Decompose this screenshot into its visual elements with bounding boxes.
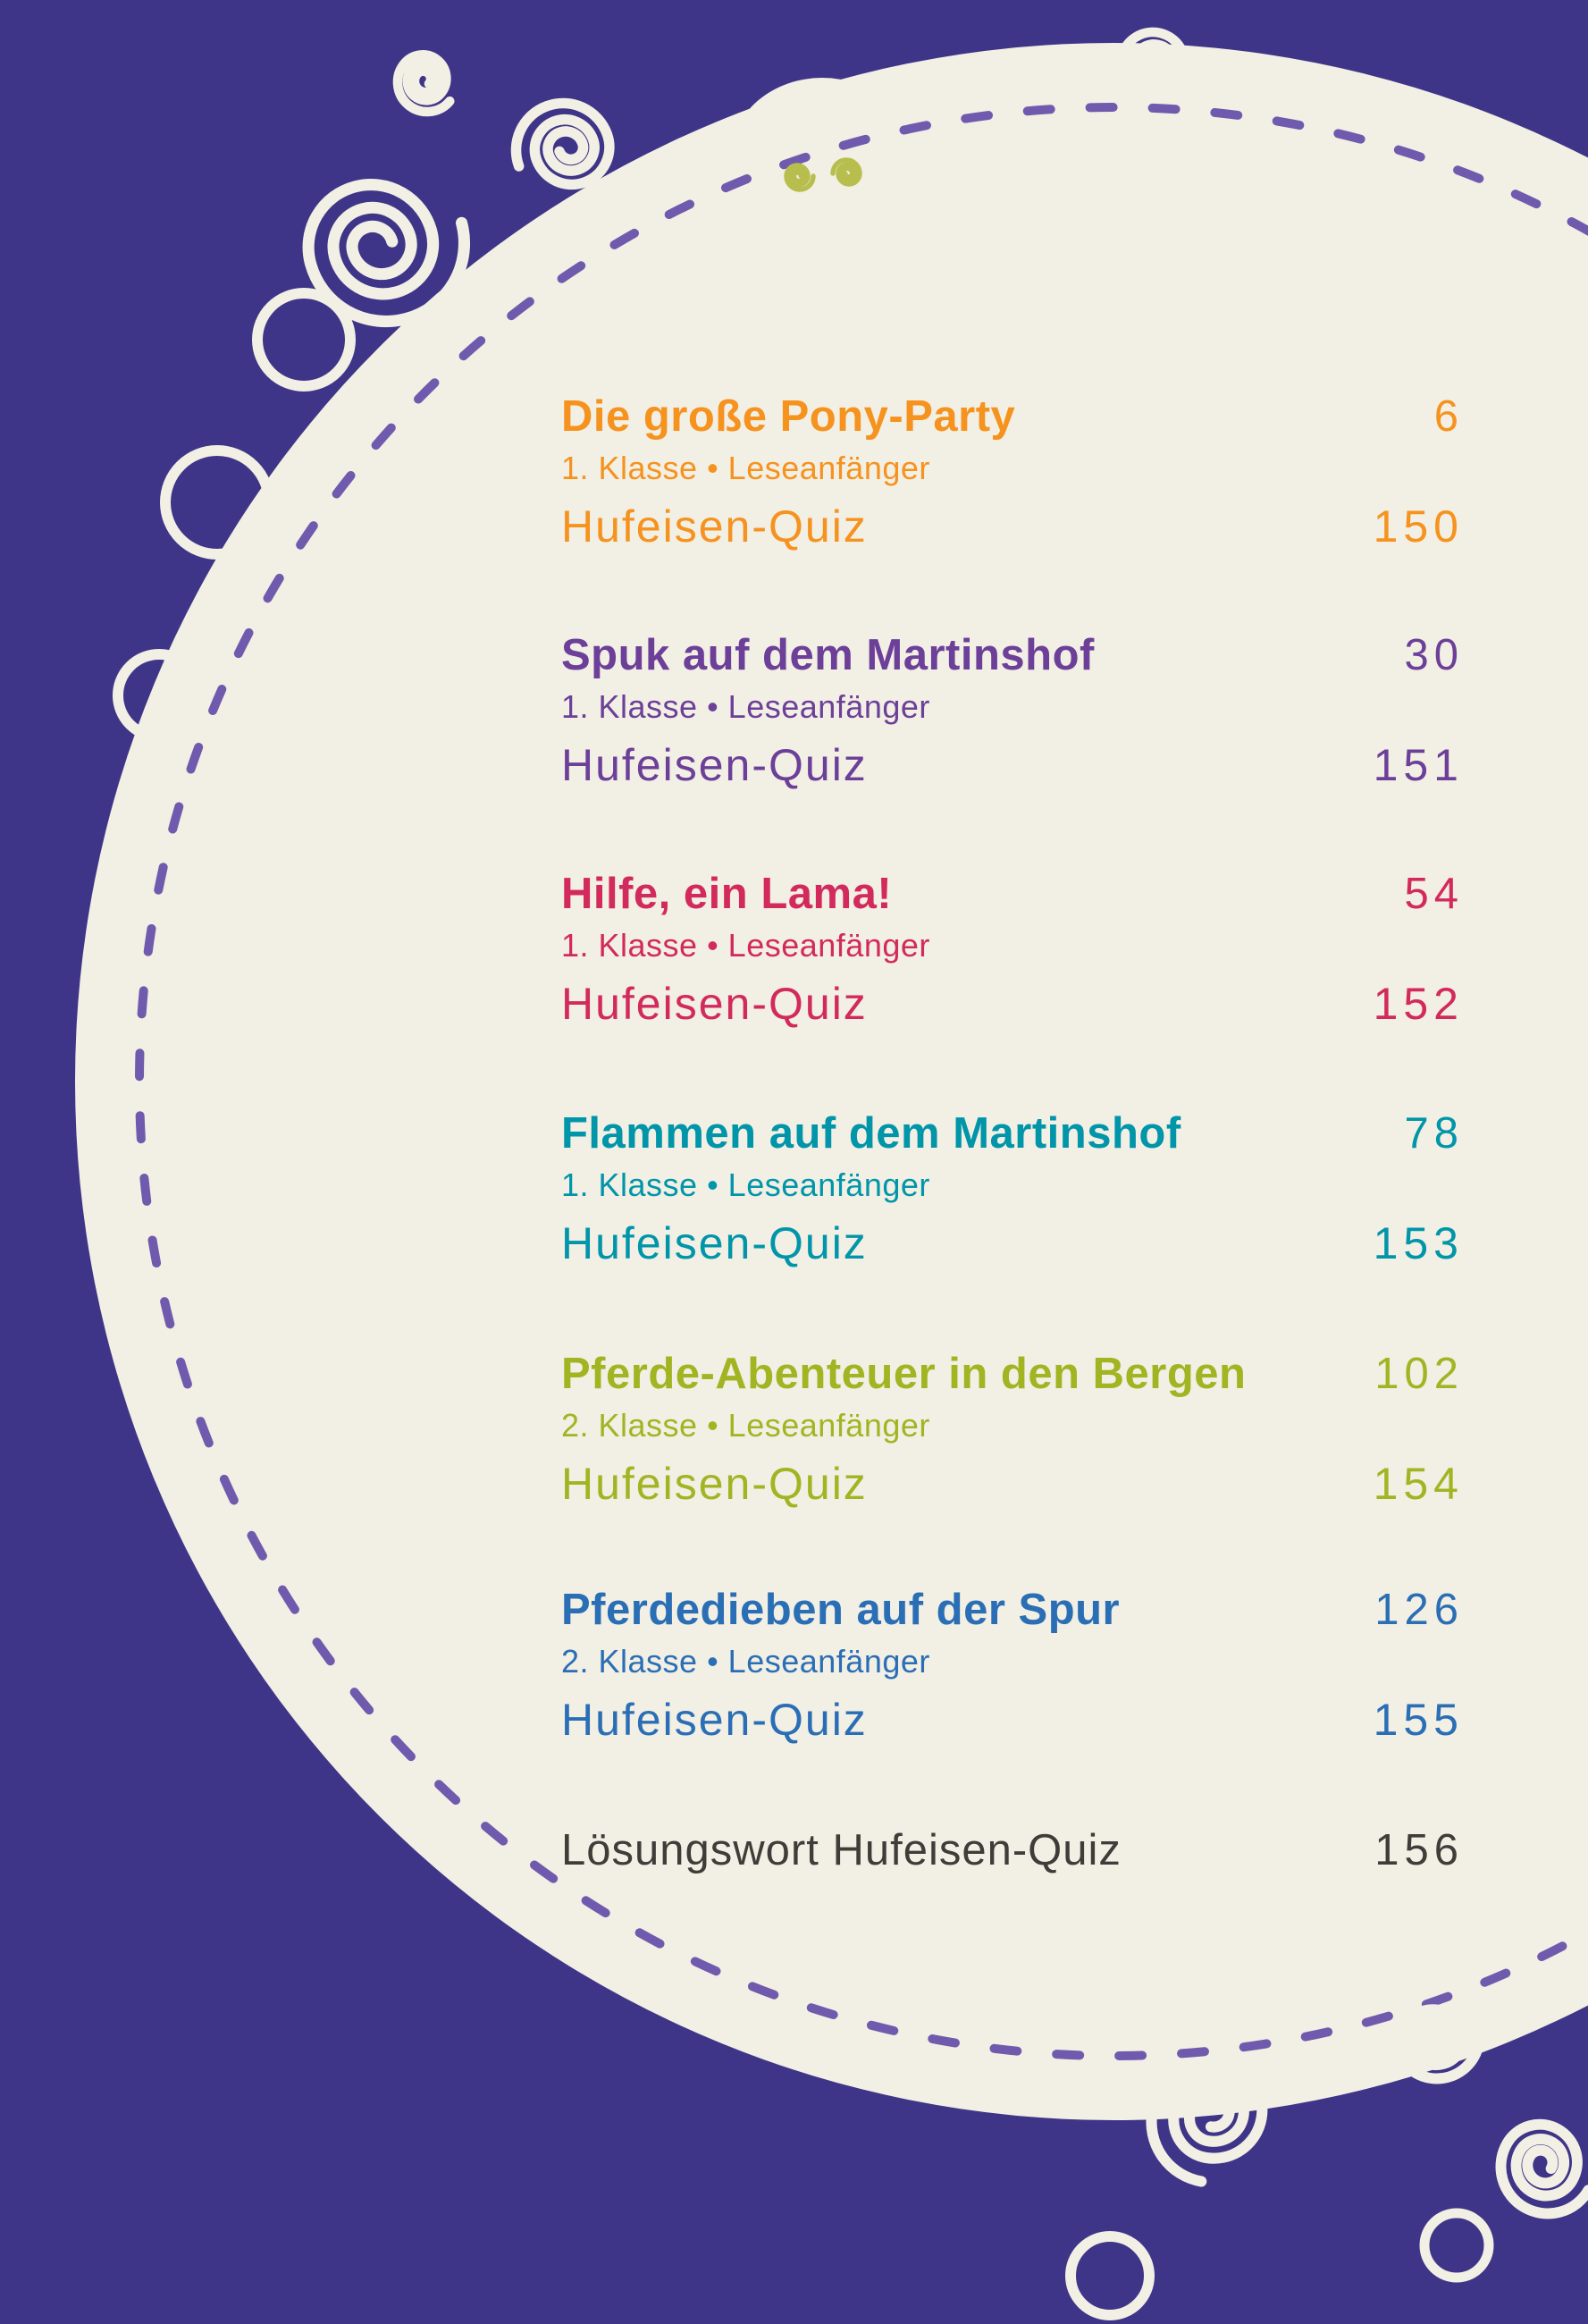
background-circle xyxy=(75,43,1588,2120)
entry-title-row: Spuk auf dem Martinshof 30 xyxy=(561,630,1458,680)
entry-subtitle: 2. Klasse • Leseanfänger xyxy=(561,1407,930,1444)
quiz-label: Hufeisen-Quiz xyxy=(561,1218,868,1268)
footer-label: Lösungswort Hufeisen-Quiz xyxy=(561,1826,1122,1874)
entry-subtitle: 1. Klasse • Leseanfänger xyxy=(561,688,930,725)
quiz-row: Hufeisen-Quiz 155 xyxy=(561,1694,1458,1746)
quiz-page-number: 153 xyxy=(1373,1218,1464,1268)
quiz-row: Hufeisen-Quiz 153 xyxy=(561,1217,1458,1269)
quiz-label: Hufeisen-Quiz xyxy=(561,740,868,790)
entry-title: Die große Pony-Party xyxy=(561,392,1016,441)
entry-page-number: 126 xyxy=(1374,1586,1464,1634)
entry-subtitle: 1. Klasse • Leseanfänger xyxy=(561,450,930,486)
toc-entry: Flammen auf dem Martinshof 78 1. Klasse … xyxy=(561,1108,1458,1269)
quiz-page-number: 150 xyxy=(1373,501,1464,552)
ring-decoration xyxy=(160,445,274,560)
bump-decoration xyxy=(731,78,913,235)
quiz-label: Hufeisen-Quiz xyxy=(561,1695,868,1745)
entry-page-number: 102 xyxy=(1374,1350,1464,1398)
quiz-row: Hufeisen-Quiz 152 xyxy=(561,978,1458,1030)
swirl-decorations xyxy=(113,23,1588,2320)
quiz-row: Hufeisen-Quiz 150 xyxy=(561,501,1458,552)
entry-subtitle: 2. Klasse • Leseanfänger xyxy=(561,1643,930,1680)
quiz-page-number: 154 xyxy=(1373,1459,1464,1509)
toc-entry: Pferde-Abenteuer in den Bergen 102 2. Kl… xyxy=(561,1349,1458,1510)
quiz-page-number: 151 xyxy=(1373,740,1464,790)
entry-page-number: 78 xyxy=(1404,1109,1464,1158)
footer-row: Lösungswort Hufeisen-Quiz 156 xyxy=(561,1825,1458,1875)
entry-page-number: 54 xyxy=(1404,870,1464,918)
quiz-label: Hufeisen-Quiz xyxy=(561,979,868,1029)
entry-title-row: Die große Pony-Party 6 xyxy=(561,392,1458,442)
toc-entry: Spuk auf dem Martinshof 30 1. Klasse • L… xyxy=(561,630,1458,791)
entry-title: Flammen auf dem Martinshof xyxy=(561,1109,1181,1158)
entry-title-row: Hilfe, ein Lama! 54 xyxy=(561,869,1458,919)
ring-decoration xyxy=(1065,2231,1155,2320)
footer-page-number: 156 xyxy=(1374,1826,1464,1874)
toc-footer: Lösungswort Hufeisen-Quiz 156 xyxy=(561,1825,1458,1875)
quiz-label: Hufeisen-Quiz xyxy=(561,1459,868,1509)
toc-entry: Pferdedieben auf der Spur 126 2. Klasse … xyxy=(561,1585,1458,1746)
quiz-page-number: 155 xyxy=(1373,1695,1464,1745)
ring-decoration xyxy=(252,288,356,392)
entry-title-row: Pferdedieben auf der Spur 126 xyxy=(561,1585,1458,1635)
entry-title: Pferdedieben auf der Spur xyxy=(561,1586,1121,1634)
entry-subtitle: 1. Klasse • Leseanfänger xyxy=(561,1166,930,1203)
entry-page-number: 6 xyxy=(1433,392,1464,441)
entry-title-row: Pferde-Abenteuer in den Bergen 102 xyxy=(561,1349,1458,1399)
entry-title: Hilfe, ein Lama! xyxy=(561,870,893,918)
quiz-label: Hufeisen-Quiz xyxy=(561,501,868,552)
quiz-row: Hufeisen-Quiz 154 xyxy=(561,1458,1458,1510)
entry-title: Pferde-Abenteuer in den Bergen xyxy=(561,1350,1247,1398)
quiz-row: Hufeisen-Quiz 151 xyxy=(561,739,1458,791)
ring-decoration xyxy=(113,649,206,742)
entry-title: Spuk auf dem Martinshof xyxy=(561,631,1095,679)
toc-entry: Die große Pony-Party 6 1. Klasse • Lesea… xyxy=(561,392,1458,552)
entry-subtitle: 1. Klasse • Leseanfänger xyxy=(561,927,930,964)
entry-title-row: Flammen auf dem Martinshof 78 xyxy=(561,1108,1458,1158)
entry-page-number: 30 xyxy=(1404,631,1464,679)
toc-entry: Hilfe, ein Lama! 54 1. Klasse • Leseanfä… xyxy=(561,869,1458,1030)
ring-decoration xyxy=(1419,2208,1494,2283)
dashed-border xyxy=(135,103,1588,2060)
quiz-page-number: 152 xyxy=(1373,979,1464,1029)
